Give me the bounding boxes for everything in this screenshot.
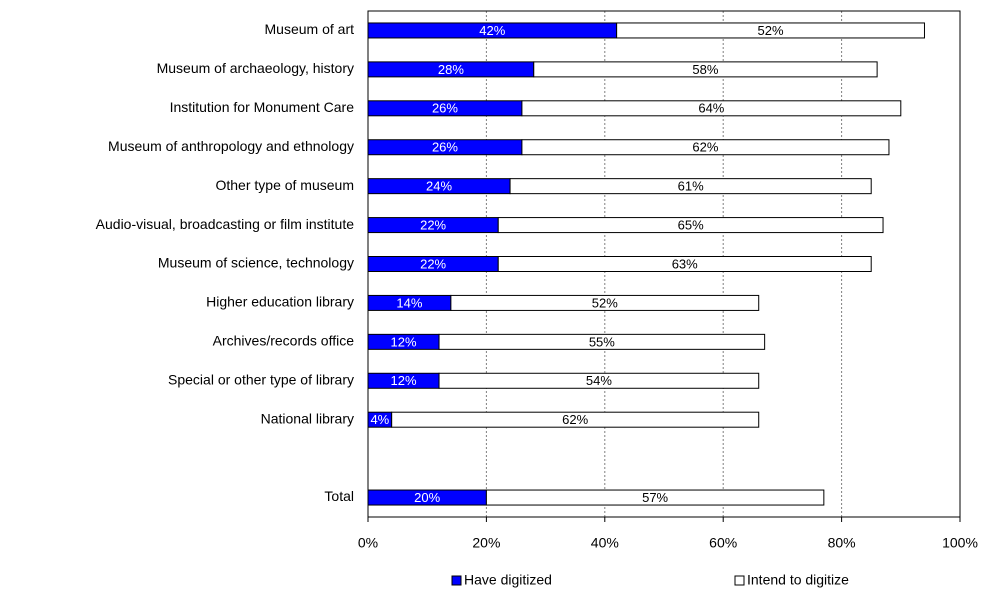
value-label: 54% — [586, 373, 612, 388]
bar-segment — [497, 217, 884, 234]
bar-segment — [485, 489, 825, 506]
value-label: 12% — [391, 334, 417, 349]
bar-segment — [497, 256, 872, 272]
y-tick-label: National library — [261, 410, 354, 426]
y-tick-label: Museum of anthropology and ethnology — [108, 138, 354, 154]
value-label: 64% — [698, 101, 724, 116]
value-label: 22% — [420, 218, 446, 233]
bar-segment — [438, 333, 766, 350]
legend-swatch — [451, 575, 462, 586]
x-tick-label: 60% — [709, 535, 737, 551]
value-label: 65% — [678, 218, 704, 233]
legend-label: Have digitized — [464, 572, 552, 588]
value-label: 63% — [672, 256, 698, 271]
y-tick-label: Special or other type of library — [168, 371, 354, 387]
value-label: 52% — [592, 295, 618, 310]
bar-segment — [438, 372, 760, 389]
value-label: 14% — [396, 295, 422, 310]
value-label: 58% — [692, 62, 718, 77]
bar-segment — [450, 294, 760, 311]
plot-frame — [367, 10, 961, 518]
x-tick-label: 0% — [358, 535, 378, 551]
value-label: 28% — [438, 62, 464, 77]
value-label: 62% — [562, 412, 588, 427]
y-tick-label: Other type of museum — [215, 177, 354, 193]
x-tick-label: 80% — [828, 535, 856, 551]
value-label: 4% — [370, 412, 389, 427]
value-label: 22% — [420, 256, 446, 271]
y-tick-label: Museum of science, technology — [158, 255, 354, 271]
value-label: 61% — [678, 179, 704, 194]
bar-segment — [521, 100, 902, 117]
bar-segment — [509, 178, 872, 195]
value-label: 12% — [391, 373, 417, 388]
bar-segment — [391, 411, 760, 428]
value-label: 26% — [432, 140, 458, 155]
legend-swatch — [734, 575, 745, 586]
x-tick-label: 20% — [472, 535, 500, 551]
y-tick-label: Total — [324, 488, 354, 504]
value-label: 55% — [589, 334, 615, 349]
value-label: 52% — [758, 23, 784, 38]
x-tick-label: 100% — [942, 535, 978, 551]
value-label: 57% — [642, 490, 668, 505]
y-tick-label: Audio-visual, broadcasting or film insti… — [96, 216, 355, 232]
value-label: 24% — [426, 179, 452, 194]
value-label: 26% — [432, 101, 458, 116]
bar-segment — [521, 139, 890, 156]
y-tick-label: Higher education library — [206, 294, 354, 310]
y-tick-label: Museum of archaeology, history — [157, 60, 354, 76]
value-label: 62% — [692, 140, 718, 155]
legend-label: Intend to digitize — [747, 572, 849, 588]
bar-segment — [533, 61, 878, 78]
y-tick-label: Institution for Monument Care — [170, 99, 355, 115]
value-label: 20% — [414, 490, 440, 505]
y-tick-label: Archives/records office — [213, 333, 355, 349]
x-tick-label: 40% — [591, 535, 619, 551]
value-label: 42% — [479, 23, 505, 38]
bar-segment — [616, 22, 925, 39]
y-tick-label: Museum of art — [265, 21, 355, 37]
